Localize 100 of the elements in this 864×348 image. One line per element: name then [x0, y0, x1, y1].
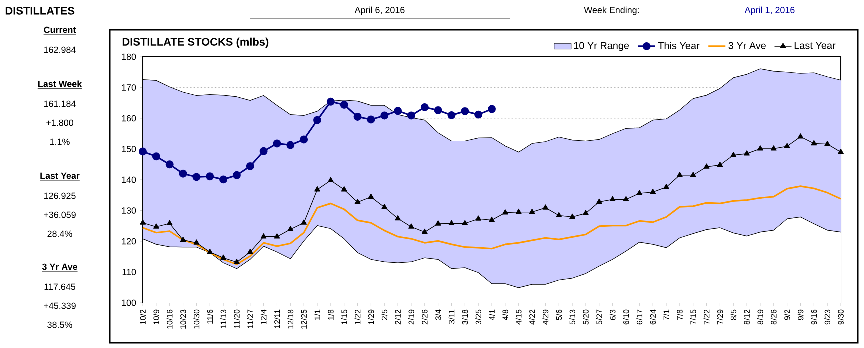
point [650, 188, 656, 194]
point [207, 248, 214, 254]
point [623, 196, 630, 202]
point [395, 215, 401, 221]
text: 162.984 [44, 46, 76, 54]
point [476, 216, 482, 221]
point [380, 112, 389, 120]
point [314, 116, 322, 124]
point [811, 140, 818, 146]
y-tick-label: 160 [122, 115, 136, 122]
point [139, 148, 147, 156]
point [274, 234, 280, 239]
point [206, 172, 214, 181]
point [556, 212, 562, 218]
point [502, 210, 508, 215]
point [461, 107, 470, 116]
legend-label: 10 Yr Range [574, 42, 630, 52]
text: April 6, 2016 [354, 6, 405, 16]
y-tick-label: 150 [122, 146, 136, 152]
legend-label: This Year [658, 42, 700, 50]
point [730, 152, 737, 158]
legend-label: 3 Yr Ave [728, 42, 766, 50]
point [260, 234, 267, 239]
text: +36.059 [44, 212, 76, 218]
text: 28.4% [48, 230, 72, 238]
point [301, 220, 308, 225]
point [220, 254, 226, 260]
text: Week Ending: [584, 6, 639, 16]
text: +45.339 [44, 302, 76, 310]
point [368, 194, 374, 200]
point [166, 160, 174, 169]
text: 3 Yr Ave [42, 264, 78, 270]
point [717, 162, 724, 168]
point [784, 143, 790, 148]
point [583, 210, 589, 216]
point [341, 186, 348, 192]
y-tick-label: 130 [122, 208, 136, 214]
point [462, 220, 468, 226]
text: Current [44, 26, 76, 34]
point [288, 226, 294, 232]
point [220, 176, 228, 184]
text: +1.800 [46, 120, 74, 126]
point [260, 147, 268, 156]
point [516, 208, 522, 214]
text: 1.1% [50, 138, 70, 146]
point [489, 216, 495, 222]
point [394, 107, 402, 116]
point [664, 184, 670, 190]
point [542, 204, 549, 210]
text: 117.645 [44, 284, 76, 290]
point [328, 177, 334, 182]
point [354, 199, 361, 204]
point [246, 162, 254, 170]
point [407, 112, 416, 120]
text: 38.5% [48, 322, 72, 328]
point [529, 208, 536, 214]
point [286, 141, 295, 150]
point [838, 148, 844, 154]
point [610, 196, 616, 202]
y-tick-label: 140 [122, 176, 136, 184]
point [140, 220, 146, 225]
y-tick-label: 180 [122, 54, 136, 60]
point [488, 105, 496, 114]
text: Last Week [38, 80, 82, 88]
point [166, 220, 173, 226]
text: 161.184 [44, 100, 76, 108]
point [192, 173, 201, 182]
point [474, 110, 483, 119]
y-tick-label: 120 [122, 238, 136, 245]
y-tick-label: 170 [122, 84, 136, 91]
point [354, 112, 362, 121]
point [420, 103, 429, 112]
text: April 1, 2016 [744, 6, 795, 16]
point [180, 236, 186, 242]
text: 126.925 [44, 192, 76, 200]
chart-title: DISTILLATE STOCKS (mlbs) [122, 38, 269, 48]
point [744, 150, 750, 156]
y-tick-label: 100 [122, 300, 136, 306]
point [448, 111, 456, 120]
point [824, 141, 831, 146]
point [194, 240, 200, 245]
point [636, 190, 643, 196]
point [676, 172, 683, 178]
point [382, 204, 388, 210]
point [690, 172, 696, 178]
point [435, 220, 442, 226]
point [758, 146, 764, 151]
point [770, 146, 777, 151]
point [704, 164, 710, 169]
point [367, 116, 376, 124]
point [422, 228, 428, 234]
point [448, 220, 455, 226]
legend-label: Last Year [794, 42, 836, 50]
point [179, 170, 188, 178]
point [314, 186, 320, 192]
point [300, 136, 308, 144]
point [596, 198, 602, 204]
point [434, 106, 442, 114]
point [326, 98, 335, 106]
point [340, 100, 348, 109]
